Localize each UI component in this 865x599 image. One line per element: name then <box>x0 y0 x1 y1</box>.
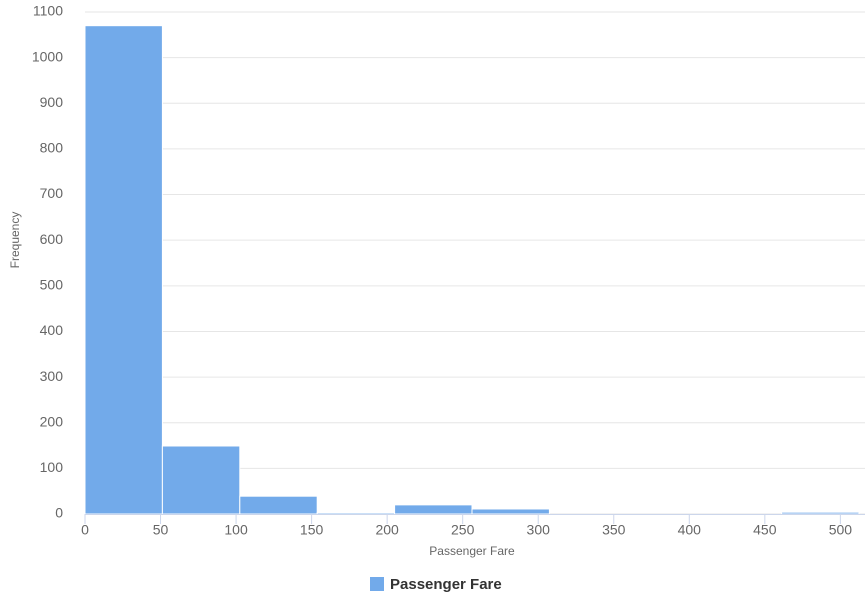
x-tick-label: 350 <box>602 522 626 538</box>
y-tick-label: 700 <box>40 185 64 201</box>
legend-item[interactable]: Passenger Fare <box>370 576 502 593</box>
x-tick-label: 150 <box>300 522 324 538</box>
y-axis-label: Frequency <box>8 212 22 269</box>
x-tick-label: 500 <box>829 522 853 538</box>
x-tick-label: 450 <box>753 522 777 538</box>
x-tick-label: 300 <box>527 522 551 538</box>
legend-swatch <box>370 577 384 591</box>
y-tick-label: 0 <box>55 505 63 521</box>
y-tick-label: 200 <box>40 413 64 429</box>
y-tick-label: 100 <box>40 459 64 475</box>
bar <box>471 508 550 515</box>
x-tick-label: 200 <box>375 522 399 538</box>
y-tick-label: 600 <box>40 231 64 247</box>
bar <box>316 512 396 515</box>
x-tick-label: 250 <box>451 522 475 538</box>
y-tick-label: 1100 <box>33 3 63 19</box>
x-tick-label: 400 <box>678 522 702 538</box>
y-tick-label: 400 <box>40 322 64 338</box>
y-tick-label: 800 <box>40 140 64 156</box>
y-tick-label: 500 <box>40 277 64 293</box>
bar <box>394 504 473 515</box>
y-tick-label: 900 <box>40 94 64 110</box>
x-tick-label: 50 <box>153 522 169 538</box>
legend-label: Passenger Fare <box>390 576 502 593</box>
bar <box>781 511 860 515</box>
bar <box>239 495 318 515</box>
y-tick-label: 1000 <box>32 48 63 64</box>
x-axis-label: Passenger Fare <box>429 544 515 558</box>
bar <box>161 445 241 515</box>
y-tick-label: 300 <box>40 368 64 384</box>
bar <box>84 25 163 515</box>
x-tick-label: 0 <box>81 522 89 538</box>
x-tick-label: 100 <box>224 522 248 538</box>
